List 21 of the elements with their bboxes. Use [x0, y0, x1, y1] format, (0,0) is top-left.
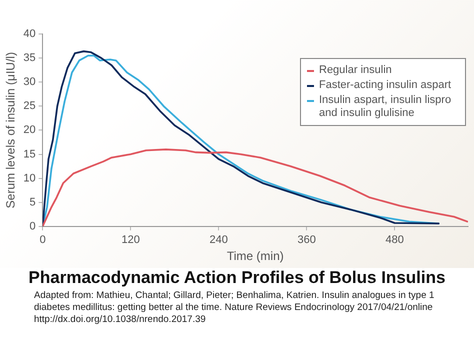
y-tick-label: 0 [30, 220, 36, 232]
legend-label: Regular insulin [319, 64, 392, 77]
y-tick-label: 35 [23, 52, 36, 64]
y-tick-label: 10 [23, 172, 36, 184]
text: Adapted from: Mathieu, Chantal; Gillard, Pieter; Benhalima, Katrien. Insulin analogues in type 1 diabetes medillitus: getting better al the time. Nature Reviews Endocrinology 2017/04/21/online http://dx.doi.org/10.1038/nrendo.2017.39 [34, 290, 436, 326]
y-tick-label: 5 [30, 196, 36, 208]
legend-label: Insulin aspart, insulin lispro and insulin glulisine [319, 94, 452, 120]
y-axis-title: Serum levels of insulin (μIU/l) [4, 52, 18, 208]
y-tick-label: 30 [23, 76, 36, 88]
x-tick-label: 480 [385, 234, 404, 246]
x-tick-label: 360 [297, 234, 316, 246]
text: Pharmacodynamic Action Profiles of Bolus Insulins [28, 268, 446, 288]
y-tick-label: 25 [23, 100, 36, 112]
y-tick-label: 15 [23, 148, 36, 160]
x-tick-label: 240 [209, 234, 228, 246]
x-axis-title: Time (min) [226, 249, 284, 264]
y-tick-label: 20 [23, 124, 36, 136]
legend-label: Faster-acting insulin aspart [319, 79, 452, 92]
x-tick-label: 120 [121, 234, 140, 246]
x-tick-label: 0 [40, 234, 46, 246]
y-tick-label: 40 [23, 28, 36, 40]
